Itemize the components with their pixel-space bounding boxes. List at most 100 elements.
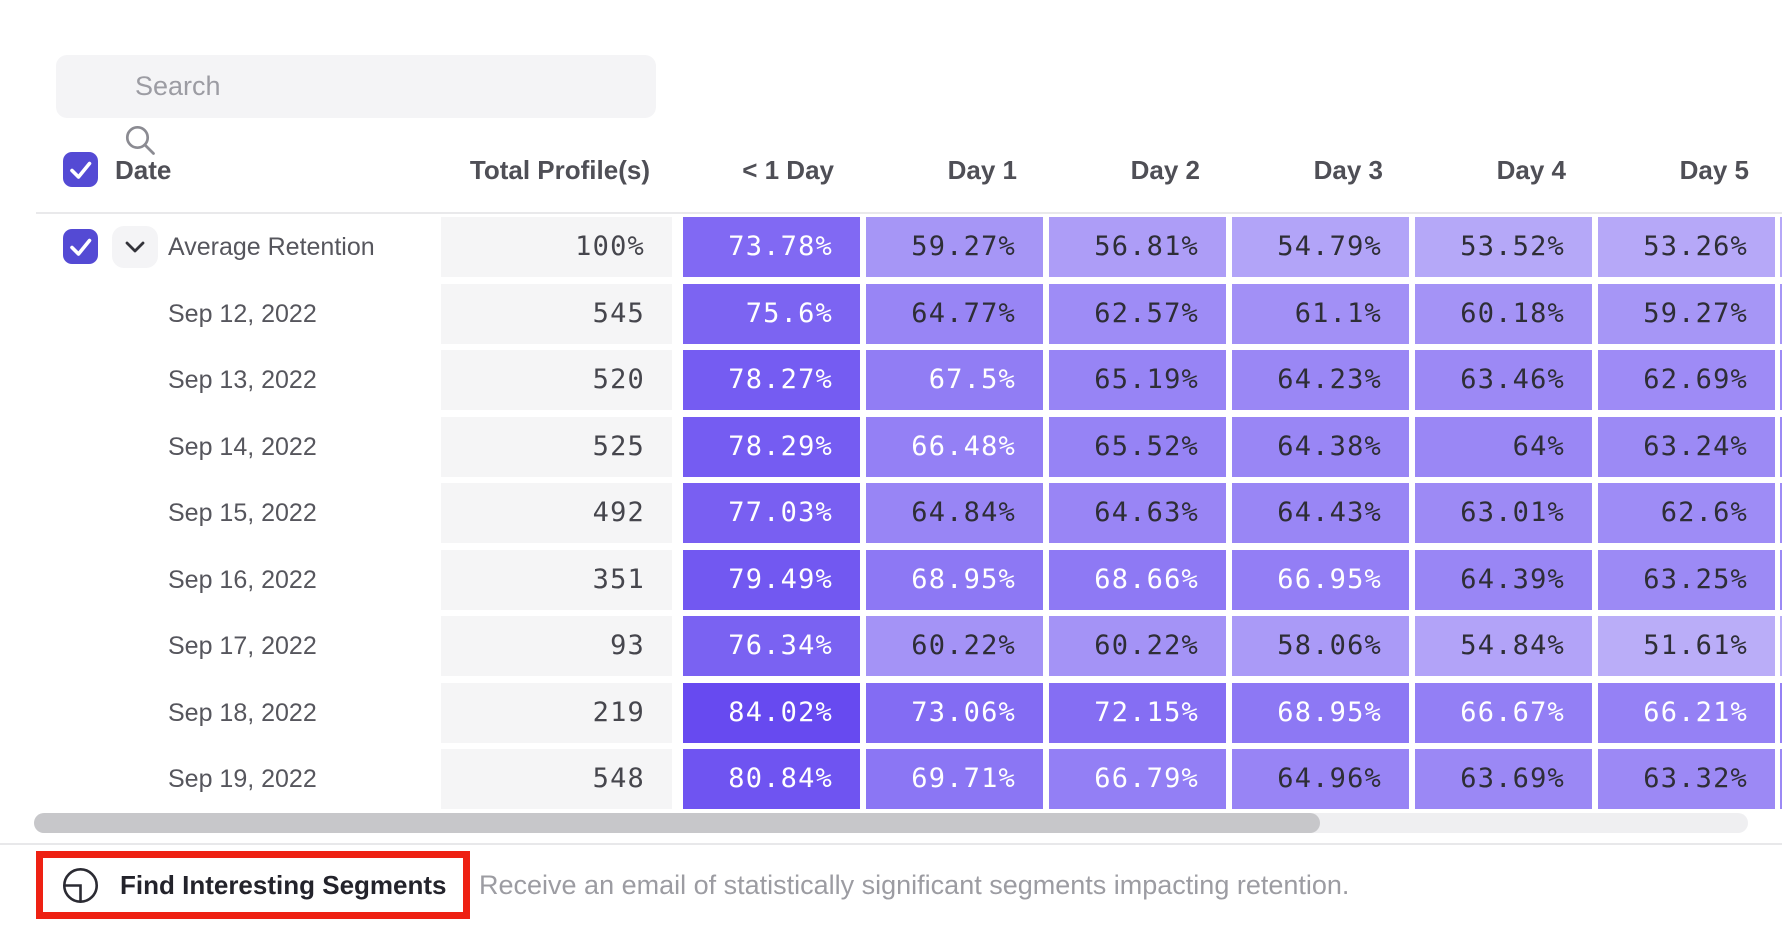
row-label: Sep 18, 2022 — [168, 699, 317, 727]
retention-cell[interactable]: 63.24% — [1598, 417, 1775, 477]
retention-cell[interactable]: 63.32% — [1598, 749, 1775, 809]
total-profiles-cell: 100% — [441, 217, 672, 277]
select-all-checkbox[interactable] — [63, 152, 98, 187]
retention-cell[interactable]: 54.84% — [1415, 616, 1592, 676]
horizontal-scrollbar-thumb[interactable] — [34, 813, 1320, 833]
retention-cell[interactable]: 78.29% — [683, 417, 860, 477]
retention-cell[interactable]: 64% — [1415, 417, 1592, 477]
total-profiles-cell: 492 — [441, 483, 672, 543]
retention-cell[interactable]: 80.84% — [683, 749, 860, 809]
retention-cell[interactable]: 64.63% — [1049, 483, 1226, 543]
clipped-retention-cell — [1780, 749, 1782, 809]
retention-cell[interactable]: 66.95% — [1232, 550, 1409, 610]
retention-cell[interactable]: 73.78% — [683, 217, 860, 277]
retention-cell[interactable]: 79.49% — [683, 550, 860, 610]
retention-cell[interactable]: 59.27% — [1598, 284, 1775, 344]
retention-cell[interactable]: 76.34% — [683, 616, 860, 676]
date-column-header: Date — [115, 155, 172, 185]
retention-cell[interactable]: 68.66% — [1049, 550, 1226, 610]
retention-cell[interactable]: 77.03% — [683, 483, 860, 543]
day-column-header: Day 2 — [1130, 155, 1200, 185]
total-profiles-cell: 548 — [441, 749, 672, 809]
retention-cell[interactable]: 64.43% — [1232, 483, 1409, 543]
total-profiles-cell: 545 — [441, 284, 672, 344]
total-profiles-header: Total Profile(s) — [469, 155, 650, 185]
retention-cell[interactable]: 58.06% — [1232, 616, 1409, 676]
retention-cell[interactable]: 67.5% — [866, 350, 1043, 410]
retention-cell[interactable]: 63.01% — [1415, 483, 1592, 543]
retention-cell[interactable]: 64.77% — [866, 284, 1043, 344]
retention-cell[interactable]: 84.02% — [683, 683, 860, 743]
day-column-header: < 1 Day — [742, 155, 834, 185]
retention-cell[interactable]: 62.57% — [1049, 284, 1226, 344]
total-profiles-cell: 93 — [441, 616, 672, 676]
clipped-retention-cell — [1780, 350, 1782, 410]
retention-cell[interactable]: 69.71% — [866, 749, 1043, 809]
retention-cell[interactable]: 63.25% — [1598, 550, 1775, 610]
clipped-retention-cell — [1780, 483, 1782, 543]
row-label: Sep 16, 2022 — [168, 566, 317, 594]
retention-cell[interactable]: 54.79% — [1232, 217, 1409, 277]
total-profiles-cell: 219 — [441, 683, 672, 743]
retention-cell[interactable]: 59.27% — [866, 217, 1043, 277]
total-profiles-cell: 351 — [441, 550, 672, 610]
row-label: Sep 15, 2022 — [168, 499, 317, 527]
expand-row-button[interactable] — [112, 226, 158, 268]
row-checkbox[interactable] — [63, 229, 98, 264]
retention-cell[interactable]: 78.27% — [683, 350, 860, 410]
clipped-retention-cell — [1780, 550, 1782, 610]
retention-cell[interactable]: 75.6% — [683, 284, 860, 344]
day-column-header: Day 5 — [1679, 155, 1749, 185]
retention-cell[interactable]: 53.52% — [1415, 217, 1592, 277]
retention-cell[interactable]: 64.23% — [1232, 350, 1409, 410]
retention-cell[interactable]: 53.26% — [1598, 217, 1775, 277]
day-column-header: Day 3 — [1313, 155, 1383, 185]
horizontal-scrollbar-track[interactable] — [34, 813, 1748, 833]
retention-cell[interactable]: 60.22% — [1049, 616, 1226, 676]
retention-cell[interactable]: 65.52% — [1049, 417, 1226, 477]
retention-cell[interactable]: 51.61% — [1598, 616, 1775, 676]
segments-pie-icon — [62, 867, 99, 903]
total-profiles-cell: 520 — [441, 350, 672, 410]
find-interesting-segments-label: Find Interesting Segments — [120, 869, 447, 900]
retention-cell[interactable]: 63.46% — [1415, 350, 1592, 410]
retention-cell[interactable]: 64.84% — [866, 483, 1043, 543]
header-divider — [36, 212, 1782, 214]
retention-cell[interactable]: 63.69% — [1415, 749, 1592, 809]
retention-cell[interactable]: 60.18% — [1415, 284, 1592, 344]
retention-cell[interactable]: 66.48% — [866, 417, 1043, 477]
day-column-header: Day 1 — [947, 155, 1017, 185]
retention-cell[interactable]: 66.67% — [1415, 683, 1592, 743]
retention-cell[interactable]: 61.1% — [1232, 284, 1409, 344]
annotation-highlight-box — [36, 851, 470, 919]
search-box[interactable] — [56, 55, 656, 155]
clipped-retention-cell — [1780, 417, 1782, 477]
retention-cell[interactable]: 68.95% — [1232, 683, 1409, 743]
retention-cell[interactable]: 64.38% — [1232, 417, 1409, 477]
search-input[interactable] — [56, 55, 656, 118]
row-label: Average Retention — [168, 233, 375, 261]
retention-cell[interactable]: 56.81% — [1049, 217, 1226, 277]
retention-cell[interactable]: 66.21% — [1598, 683, 1775, 743]
row-label: Sep 19, 2022 — [168, 765, 317, 793]
checkmark-icon — [70, 161, 92, 179]
retention-cell[interactable]: 60.22% — [866, 616, 1043, 676]
retention-cell[interactable]: 62.69% — [1598, 350, 1775, 410]
retention-cell[interactable]: 65.19% — [1049, 350, 1226, 410]
row-label: Sep 17, 2022 — [168, 632, 317, 660]
retention-cell[interactable]: 73.06% — [866, 683, 1043, 743]
retention-cell[interactable]: 64.39% — [1415, 550, 1592, 610]
retention-cell[interactable]: 66.79% — [1049, 749, 1226, 809]
retention-cell[interactable]: 72.15% — [1049, 683, 1226, 743]
retention-cell[interactable]: 62.6% — [1598, 483, 1775, 543]
row-label: Sep 14, 2022 — [168, 433, 317, 461]
row-label: Sep 12, 2022 — [168, 300, 317, 328]
row-label: Sep 13, 2022 — [168, 366, 317, 394]
clipped-retention-cell — [1780, 217, 1782, 277]
checkmark-icon — [70, 238, 92, 256]
retention-cell[interactable]: 64.96% — [1232, 749, 1409, 809]
find-interesting-segments-button[interactable]: Find Interesting Segments — [62, 855, 447, 915]
chevron-down-icon — [125, 241, 145, 253]
footer-divider — [0, 843, 1782, 845]
retention-cell[interactable]: 68.95% — [866, 550, 1043, 610]
